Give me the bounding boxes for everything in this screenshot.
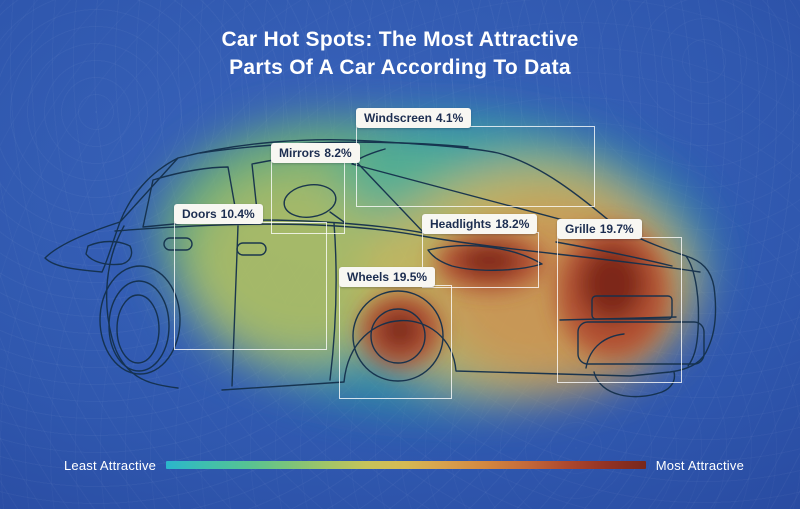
page-title: Car Hot Spots: The Most Attractive Parts… (0, 26, 800, 82)
region-box-doors: Doors 10.4% (174, 204, 327, 350)
heat-legend: Least Attractive Most Attractive (64, 455, 744, 475)
legend-least-label: Least Attractive (64, 457, 157, 473)
region-name: Mirrors (279, 146, 321, 160)
region-value: 19.7% (599, 222, 634, 236)
region-box-wheels: Wheels 19.5% (339, 267, 452, 399)
region-box-windscreen: Windscreen 4.1% (356, 108, 595, 207)
region-name: Windscreen (364, 111, 432, 125)
region-label-windscreen: Windscreen 4.1% (356, 108, 472, 128)
title-line-2: Parts Of A Car According To Data (229, 56, 571, 79)
region-name: Headlights (430, 217, 492, 231)
region-name: Wheels (347, 270, 390, 284)
region-label-grille: Grille 19.7% (557, 219, 642, 239)
region-name: Doors (182, 207, 217, 221)
title-line-1: Car Hot Spots: The Most Attractive (221, 28, 579, 51)
region-value: 19.5% (393, 270, 428, 284)
region-name: Grille (565, 222, 596, 236)
region-label-mirrors: Mirrors 8.2% (271, 143, 360, 163)
region-value: 18.2% (495, 217, 530, 231)
region-box-grille: Grille 19.7% (557, 219, 682, 383)
region-value: 4.1% (435, 111, 464, 125)
region-box-mirrors: Mirrors 8.2% (271, 143, 360, 234)
region-label-headlights: Headlights 18.2% (422, 214, 538, 234)
region-label-doors: Doors 10.4% (174, 204, 263, 224)
legend-most-label: Most Attractive (655, 457, 744, 473)
region-box-headlights: Headlights 18.2% (422, 214, 539, 288)
legend-gradient-bar (166, 461, 646, 469)
region-label-wheels: Wheels 19.5% (339, 267, 436, 287)
region-value: 8.2% (324, 146, 352, 160)
region-value: 10.4% (220, 207, 255, 221)
